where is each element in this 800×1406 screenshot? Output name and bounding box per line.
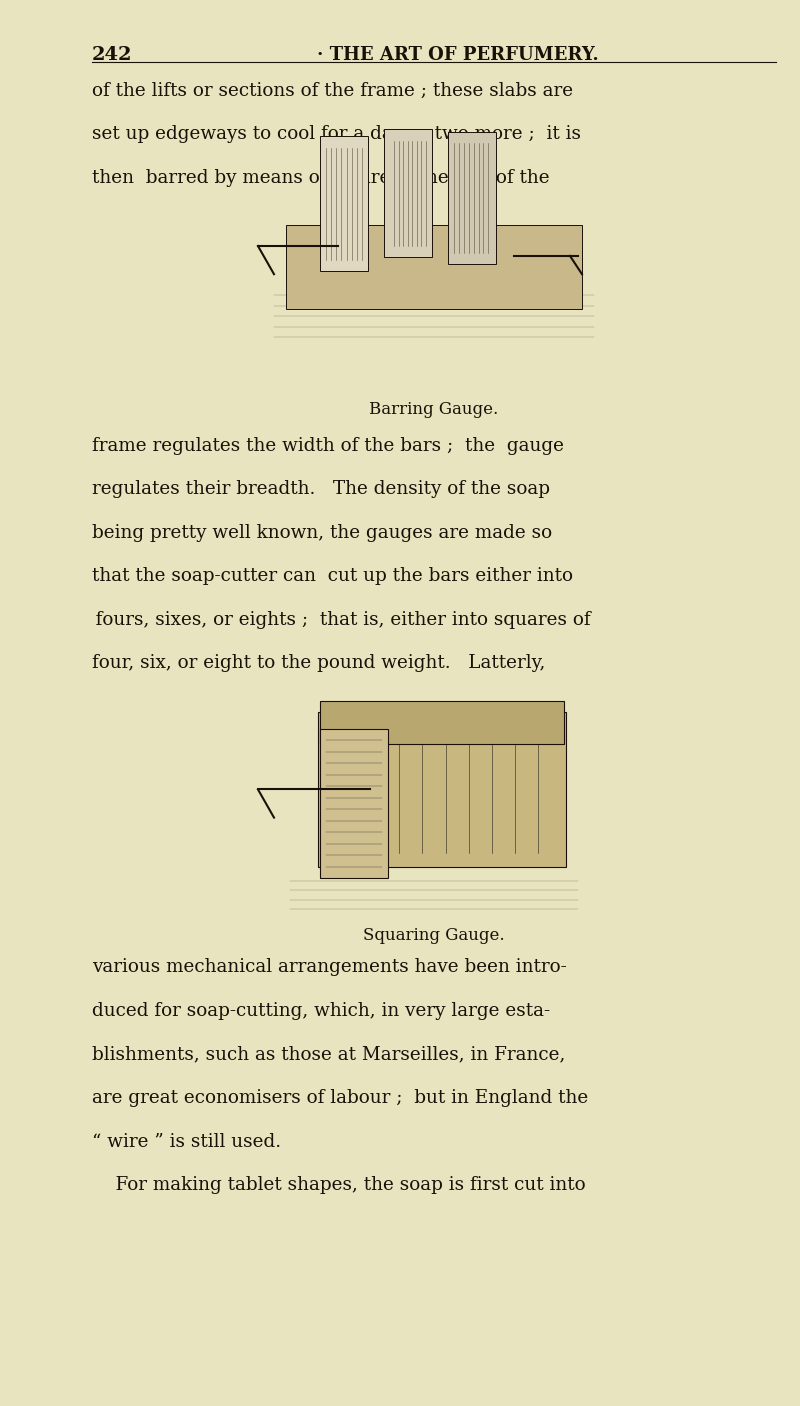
Text: four, six, or eight to the pound weight.   Latterly,: four, six, or eight to the pound weight.… (92, 655, 546, 672)
Text: 242: 242 (92, 46, 133, 65)
Text: of the lifts or sections of the frame ; these slabs are: of the lifts or sections of the frame ; … (92, 82, 573, 100)
Text: being pretty well known, the gauges are made so: being pretty well known, the gauges are … (92, 524, 552, 541)
Text: For making tablet shapes, the soap is first cut into: For making tablet shapes, the soap is fi… (92, 1175, 586, 1194)
FancyBboxPatch shape (319, 700, 565, 745)
Text: are great economisers of labour ;  but in England the: are great economisers of labour ; but in… (92, 1088, 588, 1107)
FancyBboxPatch shape (286, 225, 582, 309)
FancyBboxPatch shape (234, 186, 634, 375)
Text: “ wire ” is still used.: “ wire ” is still used. (92, 1133, 281, 1150)
FancyBboxPatch shape (319, 136, 368, 271)
Text: regulates their breadth.   The density of the soap: regulates their breadth. The density of … (92, 479, 550, 498)
Text: Barring Gauge.: Barring Gauge. (370, 402, 498, 419)
Text: fours, sixes, or eights ;  that is, either into squares of: fours, sixes, or eights ; that is, eithe… (92, 610, 590, 628)
Text: frame regulates the width of the bars ;  the  gauge: frame regulates the width of the bars ; … (92, 436, 564, 454)
FancyBboxPatch shape (448, 132, 496, 264)
Text: duced for soap-cutting, which, in very large esta-: duced for soap-cutting, which, in very l… (92, 1001, 550, 1019)
Text: that the soap-cutter can  cut up the bars either into: that the soap-cutter can cut up the bars… (92, 567, 573, 585)
FancyBboxPatch shape (319, 728, 389, 877)
FancyBboxPatch shape (318, 711, 566, 866)
Text: then  barred by means of a wire.   The lifts of the: then barred by means of a wire. The lift… (92, 169, 550, 187)
Text: Squaring Gauge.: Squaring Gauge. (363, 928, 505, 945)
Text: various mechanical arrangements have been intro-: various mechanical arrangements have bee… (92, 959, 566, 976)
FancyBboxPatch shape (384, 129, 432, 257)
Text: blishments, such as those at Marseilles, in France,: blishments, such as those at Marseilles,… (92, 1046, 566, 1063)
Text: · THE ART OF PERFUMERY.: · THE ART OF PERFUMERY. (317, 46, 599, 65)
Text: set up edgeways to cool for a day or two more ;  it is: set up edgeways to cool for a day or two… (92, 125, 581, 143)
